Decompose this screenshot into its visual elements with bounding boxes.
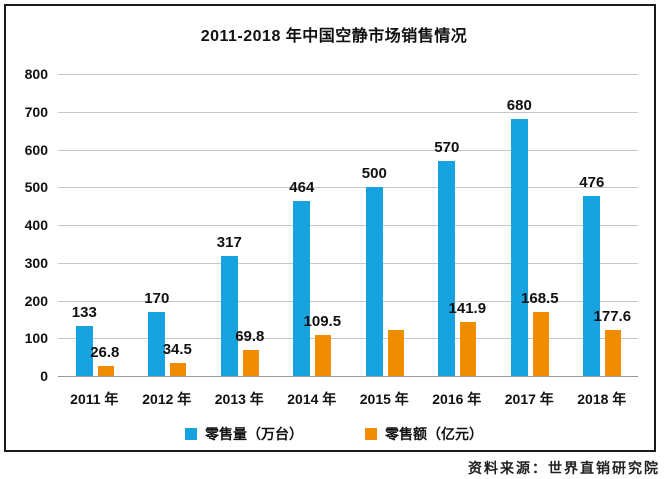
bar-retail-volume	[148, 311, 166, 376]
bar-retail-volume	[220, 256, 238, 376]
bar-retail-value	[460, 322, 477, 376]
data-label-retail-volume: 500	[361, 165, 387, 183]
legend-item-retail-value: 零售额（亿元）	[365, 424, 483, 444]
x-axis-tick-label: 2011 年	[70, 391, 119, 407]
x-axis-tick-label: 2016 年	[432, 391, 482, 407]
data-label-retail-value: 177.6	[593, 308, 632, 326]
data-label-retail-volume: 464	[289, 178, 315, 196]
legend-label-retail-value: 零售额（亿元）	[385, 426, 483, 442]
x-axis-tick-label: 2017 年	[504, 391, 554, 407]
bar-retail-value	[605, 330, 622, 376]
bar-retail-volume	[583, 196, 601, 376]
bar-retail-value	[315, 334, 332, 376]
bar-retail-value	[532, 312, 549, 376]
x-axis-tick-label: 2012 年	[142, 391, 192, 407]
x-axis-tick-label: 2014 年	[287, 391, 337, 407]
gridline	[58, 74, 638, 75]
y-axis-tick-label: 300	[24, 254, 48, 271]
data-label-retail-volume: 170	[144, 289, 170, 307]
y-axis-tick-label: 100	[24, 330, 48, 347]
chart-title: 2011-2018 年中国空静市场销售情况	[200, 28, 468, 45]
legend-swatch-retail-volume	[185, 428, 197, 440]
y-axis-tick-label: 600	[24, 141, 48, 158]
data-label-retail-value: 141.9	[448, 300, 487, 318]
data-label-retail-volume: 133	[71, 303, 97, 321]
y-axis-tick-label: 0	[40, 368, 48, 384]
gridline	[58, 187, 638, 189]
y-axis-tick-label: 200	[24, 292, 48, 309]
x-axis-baseline	[58, 376, 638, 377]
bar-retail-volume	[293, 200, 311, 376]
data-label-retail-volume: 317	[216, 234, 242, 252]
gridline	[58, 300, 638, 302]
data-label-retail-value: 34.5	[162, 341, 192, 358]
data-label-retail-value: 168.5	[521, 290, 559, 308]
source-note: 资料来源：世界直销研究院	[468, 462, 660, 477]
legend-label-retail-volume: 零售量（万台）	[205, 426, 303, 442]
legend-swatch-retail-value	[365, 428, 377, 440]
bar-retail-value	[387, 329, 404, 376]
x-axis-tick-label: 2018 年	[577, 391, 627, 407]
data-label-retail-value: 109.5	[303, 312, 342, 330]
gridline	[58, 225, 638, 226]
bar-retail-volume	[75, 325, 93, 376]
data-label-retail-volume: 476	[579, 174, 605, 192]
legend: 零售量（万台） 零售额（亿元）	[0, 424, 668, 444]
y-axis-tick-label: 500	[24, 179, 48, 196]
bar-retail-value	[242, 349, 259, 376]
gridline	[58, 149, 638, 151]
bar-retail-volume	[510, 119, 528, 376]
bar-retail-volume	[438, 160, 456, 376]
gridline	[58, 262, 638, 264]
data-label-retail-value: 69.8	[235, 327, 265, 345]
gridline	[58, 338, 638, 340]
data-label-retail-volume: 570	[434, 138, 460, 156]
bar-retail-volume	[365, 187, 383, 377]
legend-item-retail-volume: 零售量（万台）	[185, 424, 303, 444]
y-axis-tick-label: 400	[24, 217, 48, 233]
x-axis-tick-label: 2013 年	[214, 391, 264, 407]
gridline	[58, 111, 638, 113]
chart-border-frame	[4, 4, 656, 452]
bar-retail-value	[170, 363, 187, 376]
data-label-retail-value: 26.8	[90, 343, 120, 361]
y-axis-tick-label: 700	[24, 103, 48, 120]
x-axis-tick-label: 2015 年	[359, 391, 409, 407]
y-axis-tick-label: 800	[24, 66, 48, 82]
data-label-retail-volume: 680	[506, 97, 532, 115]
bar-retail-value	[97, 365, 114, 376]
